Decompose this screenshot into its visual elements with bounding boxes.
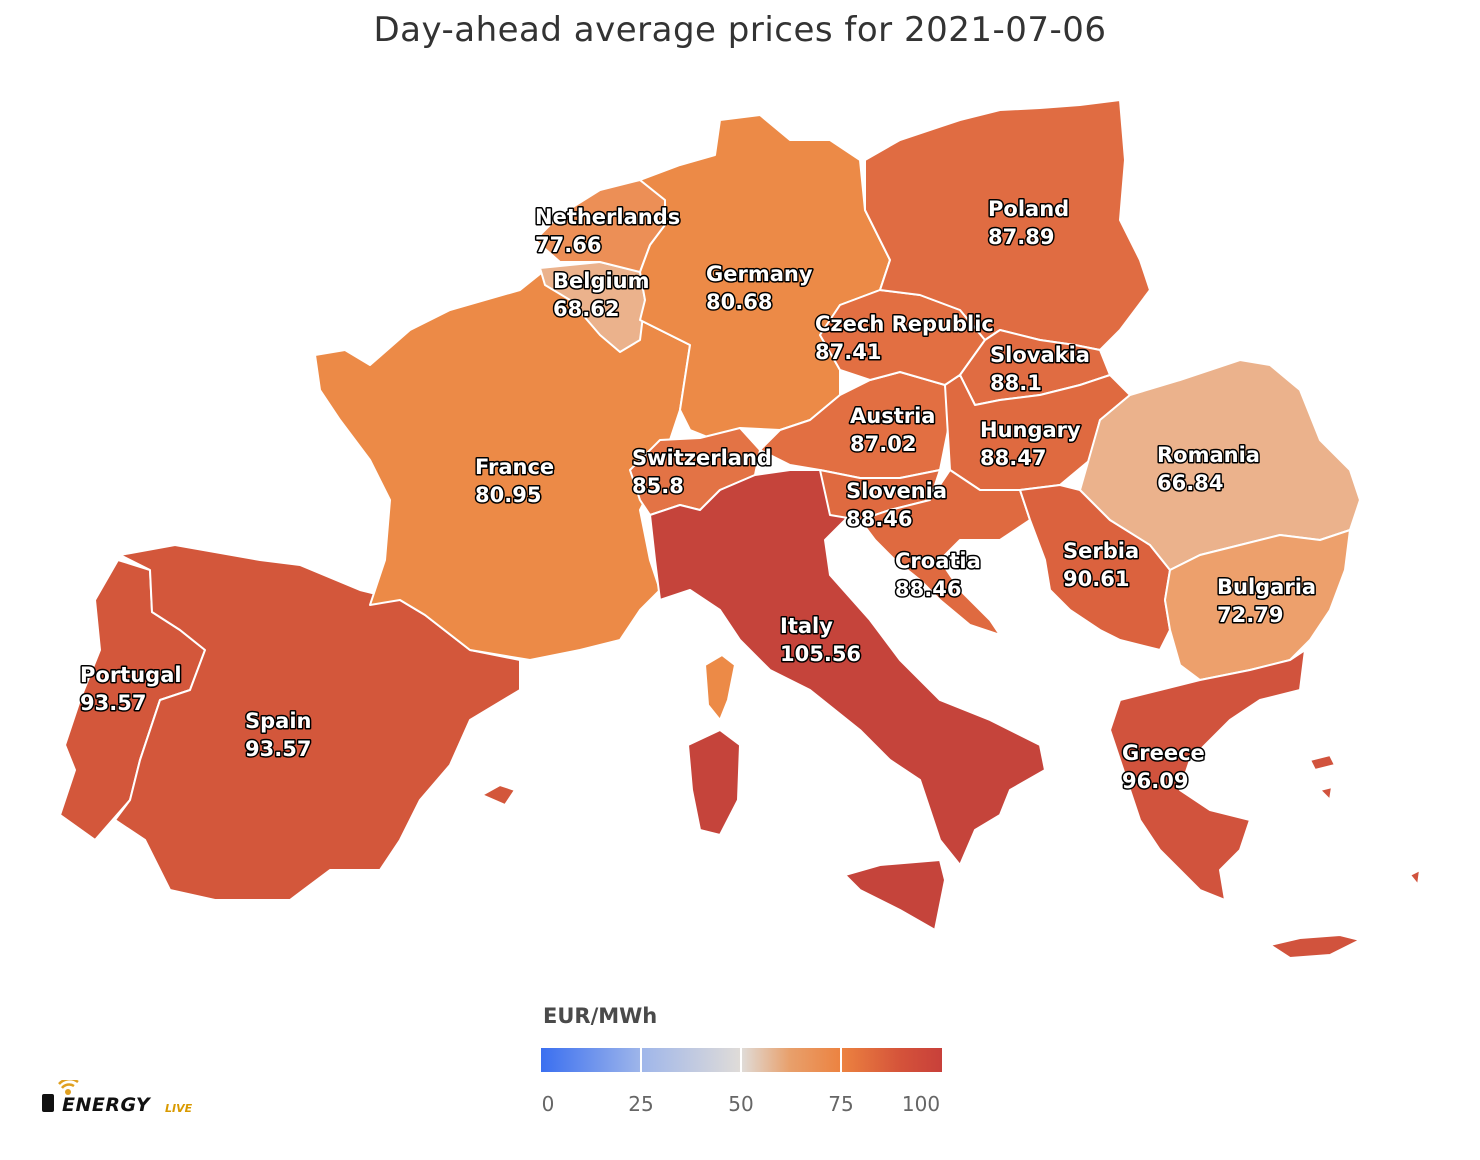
legend-label-25: 25 xyxy=(628,1092,654,1116)
country-price-portugal: 93.57 xyxy=(80,691,146,715)
country-name-belgium: Belgium xyxy=(553,269,650,293)
country-name-switzerland: Switzerland xyxy=(632,446,772,470)
legend-tick-mark xyxy=(640,1048,642,1072)
legend-tick-mark xyxy=(840,1048,842,1072)
country-poland[interactable] xyxy=(864,99,1151,351)
country-greece[interactable] xyxy=(1269,934,1361,959)
logo-wordmark: ENERGY xyxy=(62,1094,151,1116)
legend-title: EUR/MWh xyxy=(543,1004,658,1028)
country-price-poland: 87.89 xyxy=(988,225,1054,249)
country-name-czech: Czech Republic xyxy=(815,312,994,336)
country-name-greece: Greece xyxy=(1122,741,1205,765)
country-price-bulgaria: 72.79 xyxy=(1217,603,1283,627)
country-spain[interactable] xyxy=(481,784,516,806)
country-name-romania: Romania xyxy=(1157,443,1260,467)
country-name-austria: Austria xyxy=(850,404,935,428)
country-price-germany: 80.68 xyxy=(706,290,772,314)
signal-icon xyxy=(42,1077,79,1112)
country-price-italy: 105.56 xyxy=(780,642,861,666)
country-name-bulgaria: Bulgaria xyxy=(1217,575,1316,599)
legend-label-100: 100 xyxy=(901,1092,941,1116)
country-price-switzerland: 85.8 xyxy=(632,474,684,498)
country-name-netherlands: Netherlands xyxy=(535,205,680,229)
country-name-slovenia: Slovenia xyxy=(846,479,947,503)
country-greece[interactable] xyxy=(1409,869,1421,886)
country-name-portugal: Portugal xyxy=(80,663,182,687)
country-price-czech: 87.41 xyxy=(815,340,881,364)
country-price-greece: 96.09 xyxy=(1122,769,1188,793)
country-name-spain: Spain xyxy=(245,709,311,733)
country-greece[interactable] xyxy=(1309,754,1336,771)
logo-suffix: LIVE xyxy=(165,1102,193,1115)
country-name-serbia: Serbia xyxy=(1063,539,1139,563)
country-price-slovakia: 88.1 xyxy=(990,371,1042,395)
country-italy[interactable] xyxy=(687,729,741,836)
country-price-serbia: 90.61 xyxy=(1063,567,1129,591)
country-name-slovakia: Slovakia xyxy=(990,343,1090,367)
legend-label-0: 0 xyxy=(541,1092,555,1116)
country-price-hungary: 88.47 xyxy=(980,446,1046,470)
country-name-poland: Poland xyxy=(988,197,1069,221)
legend-label-50: 50 xyxy=(728,1092,754,1116)
country-france[interactable] xyxy=(704,654,736,721)
energylive-logo: ENERGY LIVE xyxy=(40,1077,215,1125)
legend-tick-mark xyxy=(740,1048,742,1072)
country-greece[interactable] xyxy=(1109,649,1306,901)
map-title: Day-ahead average prices for 2021-07-06 xyxy=(373,10,1107,50)
country-price-belgium: 68.62 xyxy=(553,297,619,321)
country-name-germany: Germany xyxy=(706,262,813,286)
country-croatia[interactable] xyxy=(859,469,1031,636)
country-italy[interactable] xyxy=(844,859,946,931)
legend-label-75: 75 xyxy=(828,1092,854,1116)
country-bulgaria[interactable] xyxy=(1164,529,1351,681)
country-price-croatia: 88.46 xyxy=(895,577,961,601)
country-name-croatia: Croatia xyxy=(895,549,981,573)
country-italy[interactable] xyxy=(649,469,1046,866)
country-price-romania: 66.84 xyxy=(1157,471,1223,495)
country-greece[interactable] xyxy=(1319,786,1333,801)
country-price-slovenia: 88.46 xyxy=(846,507,912,531)
country-name-italy: Italy xyxy=(780,614,833,638)
country-name-hungary: Hungary xyxy=(980,418,1081,442)
country-price-netherlands: 77.66 xyxy=(535,233,601,257)
europe-price-map: Portugal 93.57 Spain 93.57 France 80.95 Belgiu… xyxy=(59,99,1421,959)
country-price-spain: 93.57 xyxy=(245,737,311,761)
country-price-austria: 87.02 xyxy=(850,432,916,456)
country-name-france: France xyxy=(475,455,554,479)
country-price-france: 80.95 xyxy=(475,483,541,507)
